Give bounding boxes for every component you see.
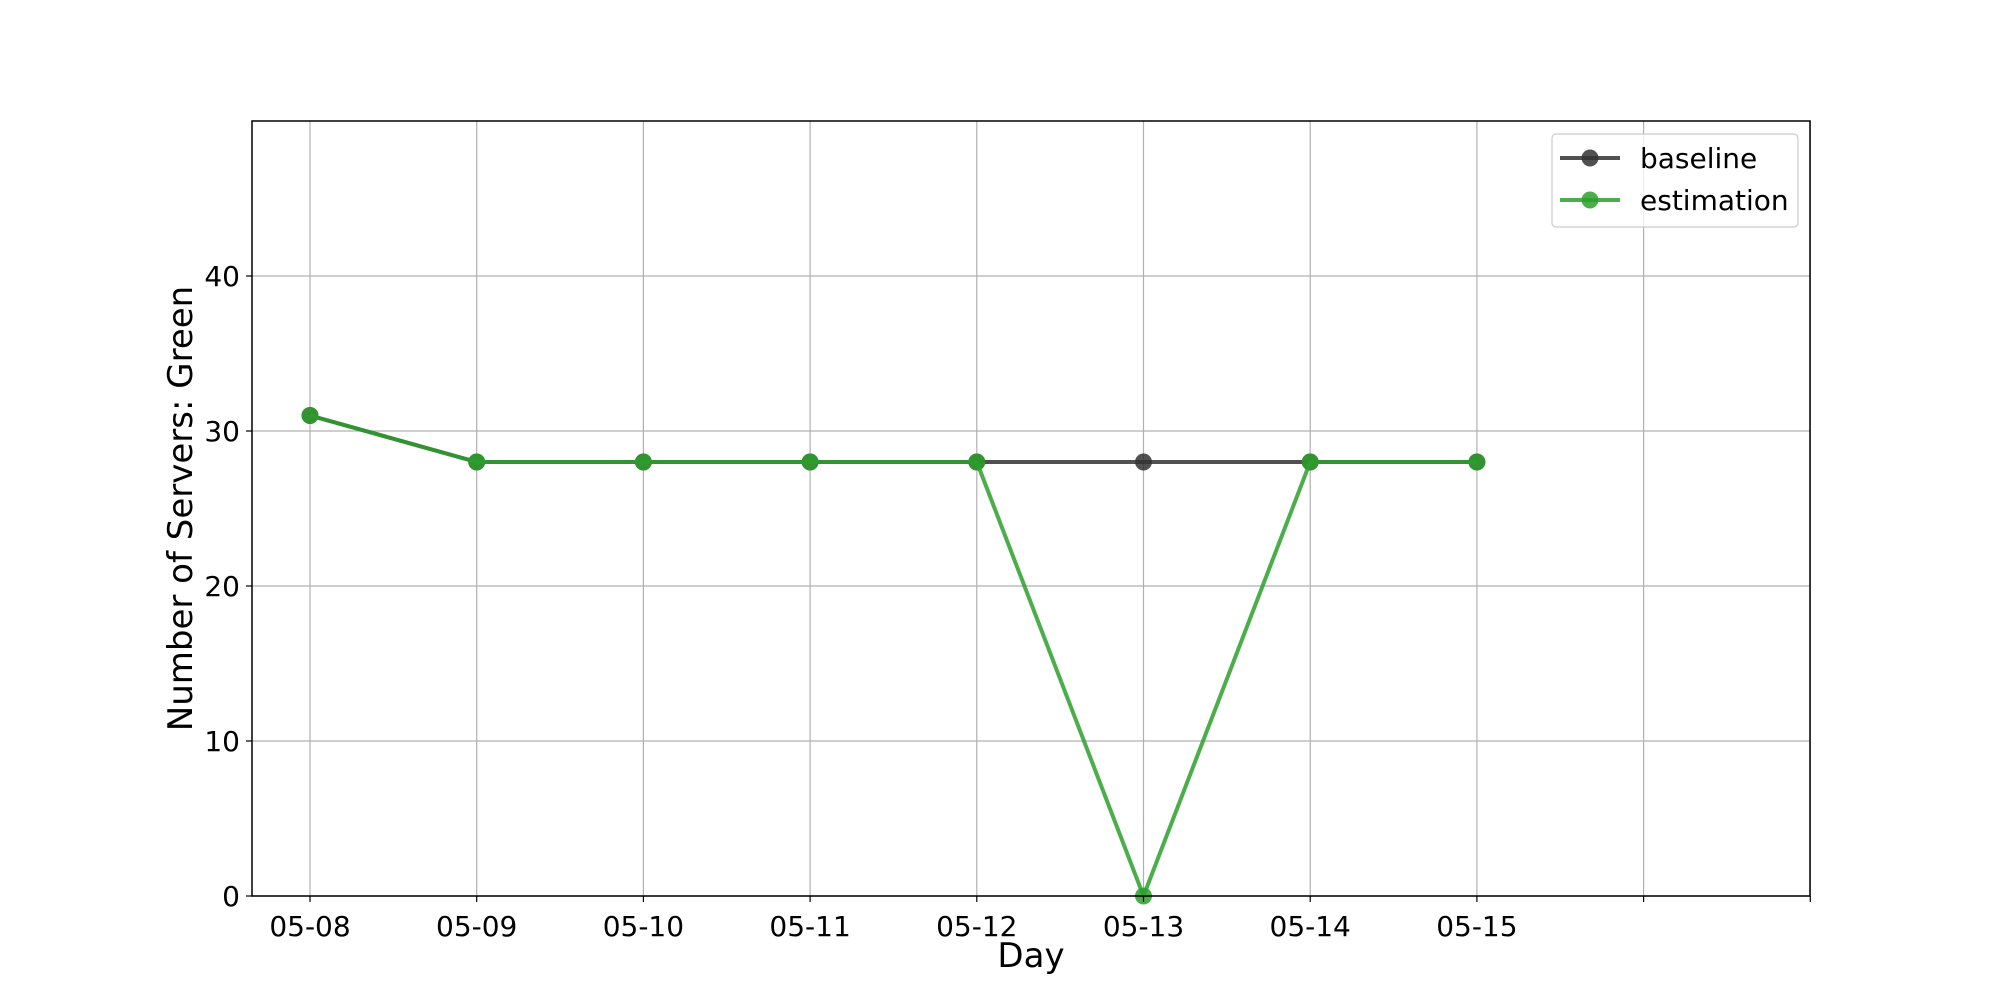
estimation-point (634, 453, 652, 471)
estimation-point (1468, 453, 1486, 471)
legend-label-estimation: estimation (1640, 184, 1789, 217)
series-estimation (301, 407, 1486, 905)
estimation-point (1301, 453, 1319, 471)
y-tick-label: 30 (204, 415, 240, 448)
estimation-point (968, 453, 986, 471)
series-layer (301, 407, 1486, 905)
baseline-point (1135, 453, 1152, 471)
x-tick-label: 05-12 (936, 910, 1017, 943)
legend: baseline estimation (1551, 133, 1799, 228)
x-tick-label: 05-10 (603, 910, 684, 943)
x-axis-label: Day (997, 936, 1064, 976)
x-tick-label: 05-09 (436, 910, 517, 943)
ticks: 05-08 05-09 05-10 05-11 05-12 05-13 05-14 05-15… (204, 260, 1811, 943)
legend-marker-baseline (1581, 149, 1599, 167)
legend-label-baseline: baseline (1640, 142, 1757, 175)
y-axis-label: Number of Servers: Green (161, 286, 201, 731)
estimation-point (468, 453, 486, 471)
x-tick-label: 05-08 (269, 910, 350, 943)
plot-frame (251, 120, 1811, 897)
y-tick-label: 0 (222, 880, 240, 913)
legend-item-estimation: estimation (1560, 184, 1789, 217)
y-tick-label: 10 (204, 725, 240, 758)
x-tick-label: 05-14 (1270, 910, 1351, 943)
x-tick-label: 05-13 (1103, 910, 1184, 943)
estimation-point (801, 453, 819, 471)
estimation-point (301, 407, 319, 424)
x-tick-label: 05-15 (1436, 910, 1517, 943)
legend-item-baseline: baseline (1560, 142, 1757, 175)
legend-marker-estimation (1581, 191, 1599, 209)
y-tick-label: 20 (204, 570, 240, 603)
x-tick-label: 05-11 (769, 910, 850, 943)
estimation-line (309, 413, 1477, 898)
y-tick-label: 40 (204, 260, 240, 293)
